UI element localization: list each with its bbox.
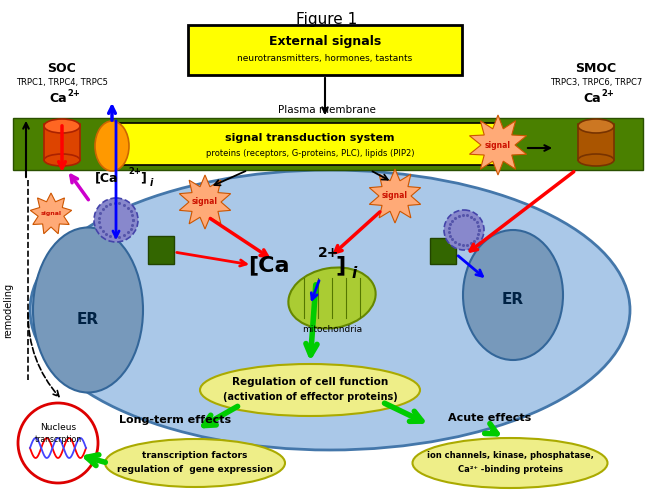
Circle shape	[18, 403, 98, 483]
Text: SOC: SOC	[48, 62, 77, 74]
Circle shape	[94, 198, 138, 242]
Ellipse shape	[200, 364, 420, 416]
Text: ]: ]	[335, 255, 345, 275]
Ellipse shape	[578, 119, 614, 133]
Text: Nucleus: Nucleus	[40, 424, 76, 432]
Text: Ca: Ca	[583, 92, 601, 104]
Ellipse shape	[95, 121, 129, 171]
Text: proteins (receptors, G-proteins, PLC), lipids (PIP2): proteins (receptors, G-proteins, PLC), l…	[206, 150, 414, 158]
Text: External signals: External signals	[269, 36, 381, 49]
Bar	[188, 25, 462, 75]
Bar	[148, 236, 174, 264]
Text: TRPC3, TRPC6, TRPC7: TRPC3, TRPC6, TRPC7	[550, 78, 642, 86]
Ellipse shape	[105, 439, 285, 487]
Text: ]: ]	[140, 172, 146, 184]
Text: mitochondria: mitochondria	[302, 326, 362, 334]
Text: Ca: Ca	[49, 92, 67, 104]
Text: ER: ER	[77, 312, 99, 328]
Text: [Ca: [Ca	[95, 172, 119, 184]
Bar	[44, 124, 80, 160]
Text: remodeling: remodeling	[3, 282, 13, 338]
Text: signal: signal	[192, 198, 218, 206]
Text: 2+: 2+	[67, 88, 81, 98]
Polygon shape	[470, 115, 527, 175]
Text: neurotransmitters, hormones, tastants: neurotransmitters, hormones, tastants	[237, 54, 413, 62]
Ellipse shape	[33, 228, 143, 392]
Text: SMOC: SMOC	[576, 62, 616, 74]
Text: 2+: 2+	[318, 246, 339, 260]
Text: transcrption: transcrption	[35, 436, 82, 444]
Bar	[13, 118, 643, 170]
Text: Long-term effects: Long-term effects	[119, 415, 231, 425]
Text: Ca²⁺ -binding proteins: Ca²⁺ -binding proteins	[457, 466, 563, 474]
Text: signal: signal	[41, 212, 62, 216]
Text: signal: signal	[485, 140, 511, 149]
Ellipse shape	[44, 154, 80, 166]
Text: 2+: 2+	[601, 88, 614, 98]
Bar	[578, 124, 614, 160]
Text: Figure 1: Figure 1	[296, 12, 358, 27]
Text: Plasma membrane: Plasma membrane	[278, 105, 376, 115]
Text: regulation of  gene expression: regulation of gene expression	[117, 466, 273, 474]
Text: ER: ER	[502, 292, 524, 308]
Text: i: i	[150, 178, 153, 188]
Ellipse shape	[288, 268, 376, 328]
Ellipse shape	[30, 170, 630, 450]
Text: ion channels, kinase, phosphatase,: ion channels, kinase, phosphatase,	[426, 452, 593, 460]
Text: Regulation of cell function: Regulation of cell function	[232, 377, 388, 387]
Text: TRPC1, TRPC4, TRPC5: TRPC1, TRPC4, TRPC5	[16, 78, 108, 86]
Text: [Ca: [Ca	[248, 255, 290, 275]
Text: signal: signal	[382, 192, 408, 200]
Ellipse shape	[578, 154, 614, 166]
Ellipse shape	[44, 119, 80, 133]
Text: signal transduction system: signal transduction system	[225, 133, 395, 143]
Ellipse shape	[413, 438, 607, 488]
Polygon shape	[30, 193, 71, 234]
Polygon shape	[179, 175, 231, 229]
Polygon shape	[369, 169, 421, 223]
Ellipse shape	[463, 230, 563, 360]
Bar	[430, 238, 456, 264]
Text: (activation of effector proteins): (activation of effector proteins)	[223, 392, 398, 402]
Text: Acute effects: Acute effects	[449, 413, 532, 423]
Circle shape	[444, 210, 484, 250]
Text: i: i	[352, 266, 357, 280]
Text: 2+: 2+	[128, 168, 141, 176]
Text: transcription factors: transcription factors	[142, 452, 248, 460]
Bar	[120, 123, 500, 165]
